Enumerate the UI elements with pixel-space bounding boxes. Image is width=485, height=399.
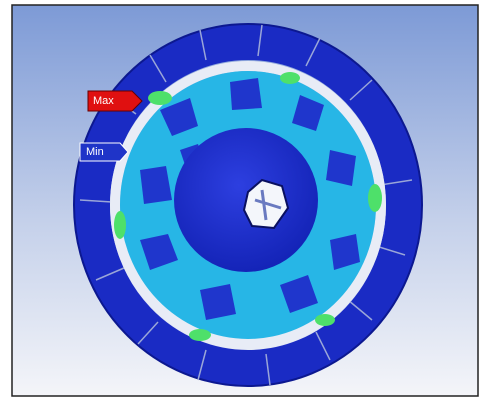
- min-label: Min: [86, 146, 104, 158]
- max-probe: Max: [88, 91, 142, 111]
- min-probe: Min: [80, 143, 128, 161]
- viewport: Max Min: [0, 0, 485, 399]
- page: {"labels": {"max": "Max", "min": "Min"}}: [0, 0, 485, 399]
- max-label: Max: [93, 95, 114, 107]
- model: [74, 24, 422, 386]
